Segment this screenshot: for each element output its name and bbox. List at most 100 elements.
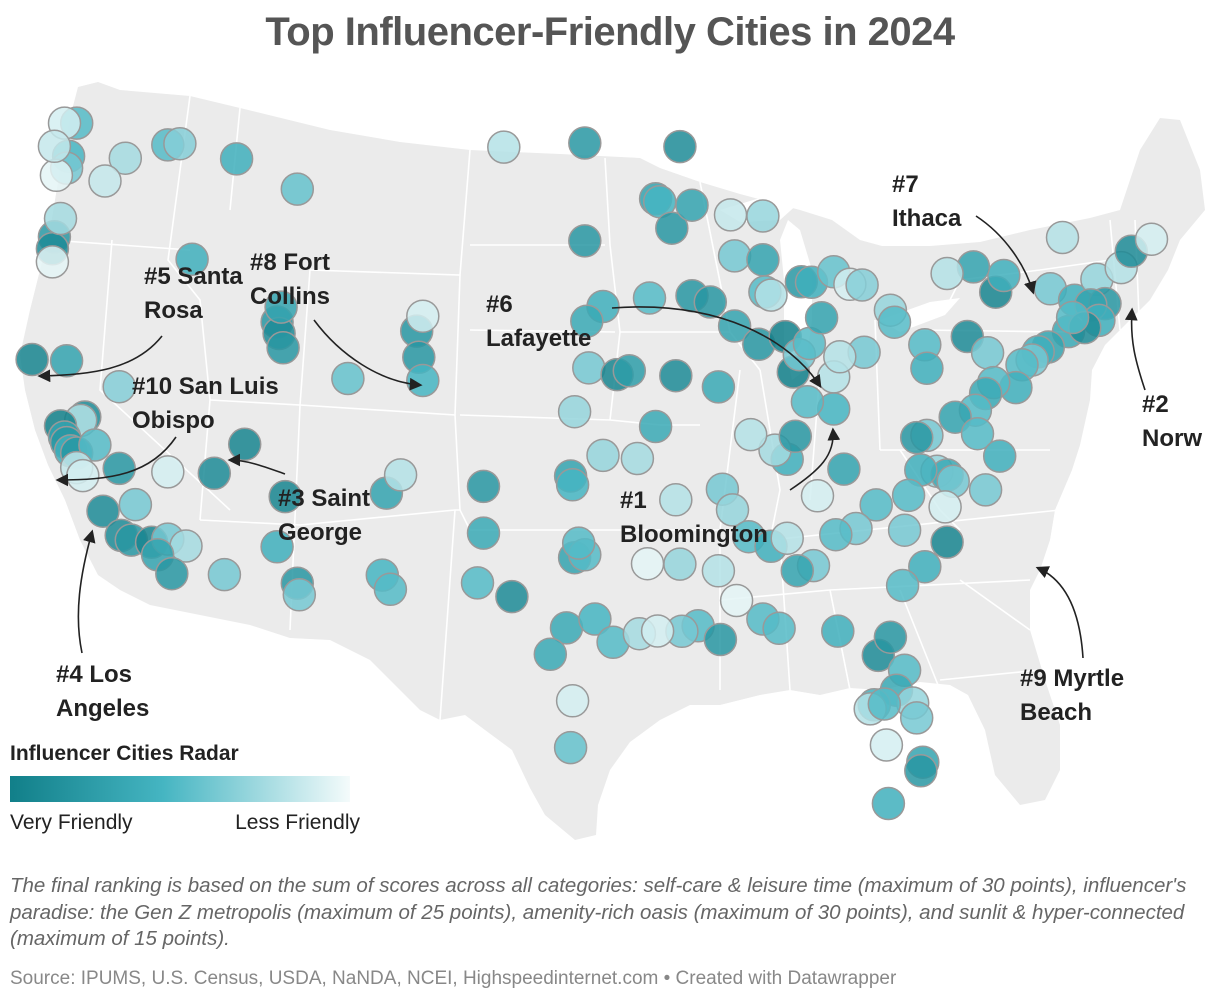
city-marker[interactable] (928, 490, 962, 524)
city-marker[interactable] (88, 164, 122, 198)
city-marker[interactable] (762, 611, 796, 646)
city-marker[interactable] (266, 331, 300, 365)
city-marker[interactable] (713, 198, 748, 232)
city-marker[interactable] (701, 554, 736, 588)
city-marker[interactable] (568, 126, 602, 160)
city-marker[interactable] (102, 451, 136, 486)
city-marker[interactable] (487, 130, 521, 164)
city-marker[interactable] (280, 172, 315, 206)
city-marker[interactable] (568, 224, 602, 258)
city-marker[interactable] (555, 684, 590, 718)
city-marker[interactable] (877, 305, 912, 339)
city-marker[interactable] (908, 549, 942, 584)
city-marker[interactable] (331, 361, 365, 396)
city-marker[interactable] (869, 728, 904, 762)
city-marker[interactable] (155, 556, 189, 591)
city-marker[interactable] (460, 566, 495, 600)
city-marker[interactable] (260, 530, 294, 564)
city-marker[interactable] (1055, 300, 1090, 335)
city-marker[interactable] (770, 521, 804, 555)
city-marker[interactable] (466, 469, 501, 504)
city-marker[interactable] (553, 730, 588, 765)
city-marker[interactable] (845, 268, 879, 302)
city-marker[interactable] (1134, 222, 1169, 256)
city-marker[interactable] (175, 242, 209, 277)
city-marker[interactable] (227, 427, 262, 462)
city-marker[interactable] (557, 394, 592, 429)
city-marker[interactable] (640, 614, 675, 648)
city-marker[interactable] (717, 239, 752, 273)
city-marker[interactable] (910, 351, 944, 386)
city-marker[interactable] (859, 488, 893, 522)
city-marker[interactable] (555, 468, 590, 502)
city-marker[interactable] (930, 256, 964, 291)
city-marker[interactable] (659, 483, 693, 517)
city-marker[interactable] (867, 687, 902, 721)
city-marker[interactable] (282, 578, 317, 612)
city-marker[interactable] (970, 336, 1005, 370)
city-marker[interactable] (578, 602, 612, 636)
city-marker[interactable] (632, 281, 667, 315)
city-marker[interactable] (49, 344, 84, 378)
city-marker[interactable] (819, 517, 853, 552)
city-marker[interactable] (754, 278, 788, 312)
city-marker[interactable] (207, 557, 242, 592)
city-marker[interactable] (638, 409, 673, 444)
city-marker[interactable] (746, 199, 780, 233)
city-marker[interactable] (885, 568, 920, 603)
city-marker[interactable] (612, 354, 647, 388)
city-marker[interactable] (219, 142, 254, 176)
city-marker[interactable] (693, 285, 728, 319)
city-marker[interactable] (968, 473, 1003, 507)
city-marker[interactable] (675, 188, 709, 222)
city-marker[interactable] (66, 458, 100, 493)
city-marker[interactable] (15, 342, 49, 377)
city-marker[interactable] (800, 479, 835, 513)
city-marker[interactable] (663, 129, 697, 164)
city-marker[interactable] (655, 211, 689, 245)
city-marker[interactable] (823, 340, 857, 374)
city-marker[interactable] (701, 370, 736, 404)
city-marker[interactable] (873, 620, 908, 654)
city-marker[interactable] (169, 529, 203, 563)
city-marker[interactable] (659, 358, 693, 393)
city-marker[interactable] (572, 351, 606, 385)
city-marker[interactable] (930, 525, 964, 559)
city-marker[interactable] (1045, 220, 1080, 255)
city-marker[interactable] (904, 754, 938, 788)
city-marker[interactable] (151, 455, 185, 489)
city-marker[interactable] (39, 158, 74, 193)
city-marker[interactable] (264, 290, 298, 324)
city-marker[interactable] (630, 546, 665, 581)
city-marker[interactable] (821, 614, 855, 648)
city-marker[interactable] (778, 419, 813, 454)
city-marker[interactable] (373, 572, 408, 607)
city-marker[interactable] (804, 301, 839, 335)
city-marker[interactable] (891, 478, 926, 513)
city-marker[interactable] (620, 441, 655, 476)
city-marker[interactable] (982, 439, 1017, 473)
city-marker[interactable] (887, 513, 922, 547)
city-marker[interactable] (960, 416, 995, 451)
city-marker[interactable] (197, 456, 232, 491)
city-marker[interactable] (102, 369, 136, 404)
city-marker[interactable] (780, 553, 815, 588)
city-marker[interactable] (703, 622, 738, 657)
city-marker[interactable] (406, 363, 440, 398)
city-marker[interactable] (533, 637, 568, 672)
city-marker[interactable] (406, 299, 440, 333)
city-marker[interactable] (37, 129, 72, 164)
city-marker[interactable] (108, 141, 143, 175)
city-marker[interactable] (118, 487, 153, 522)
city-marker[interactable] (717, 309, 752, 343)
city-marker[interactable] (715, 493, 750, 527)
city-marker[interactable] (383, 458, 418, 492)
city-marker[interactable] (466, 516, 501, 550)
city-marker[interactable] (899, 420, 934, 455)
city-marker[interactable] (987, 258, 1021, 293)
city-marker[interactable] (495, 579, 529, 614)
city-marker[interactable] (586, 438, 620, 473)
city-marker[interactable] (561, 526, 596, 560)
city-marker[interactable] (790, 385, 825, 419)
city-marker[interactable] (663, 547, 697, 581)
